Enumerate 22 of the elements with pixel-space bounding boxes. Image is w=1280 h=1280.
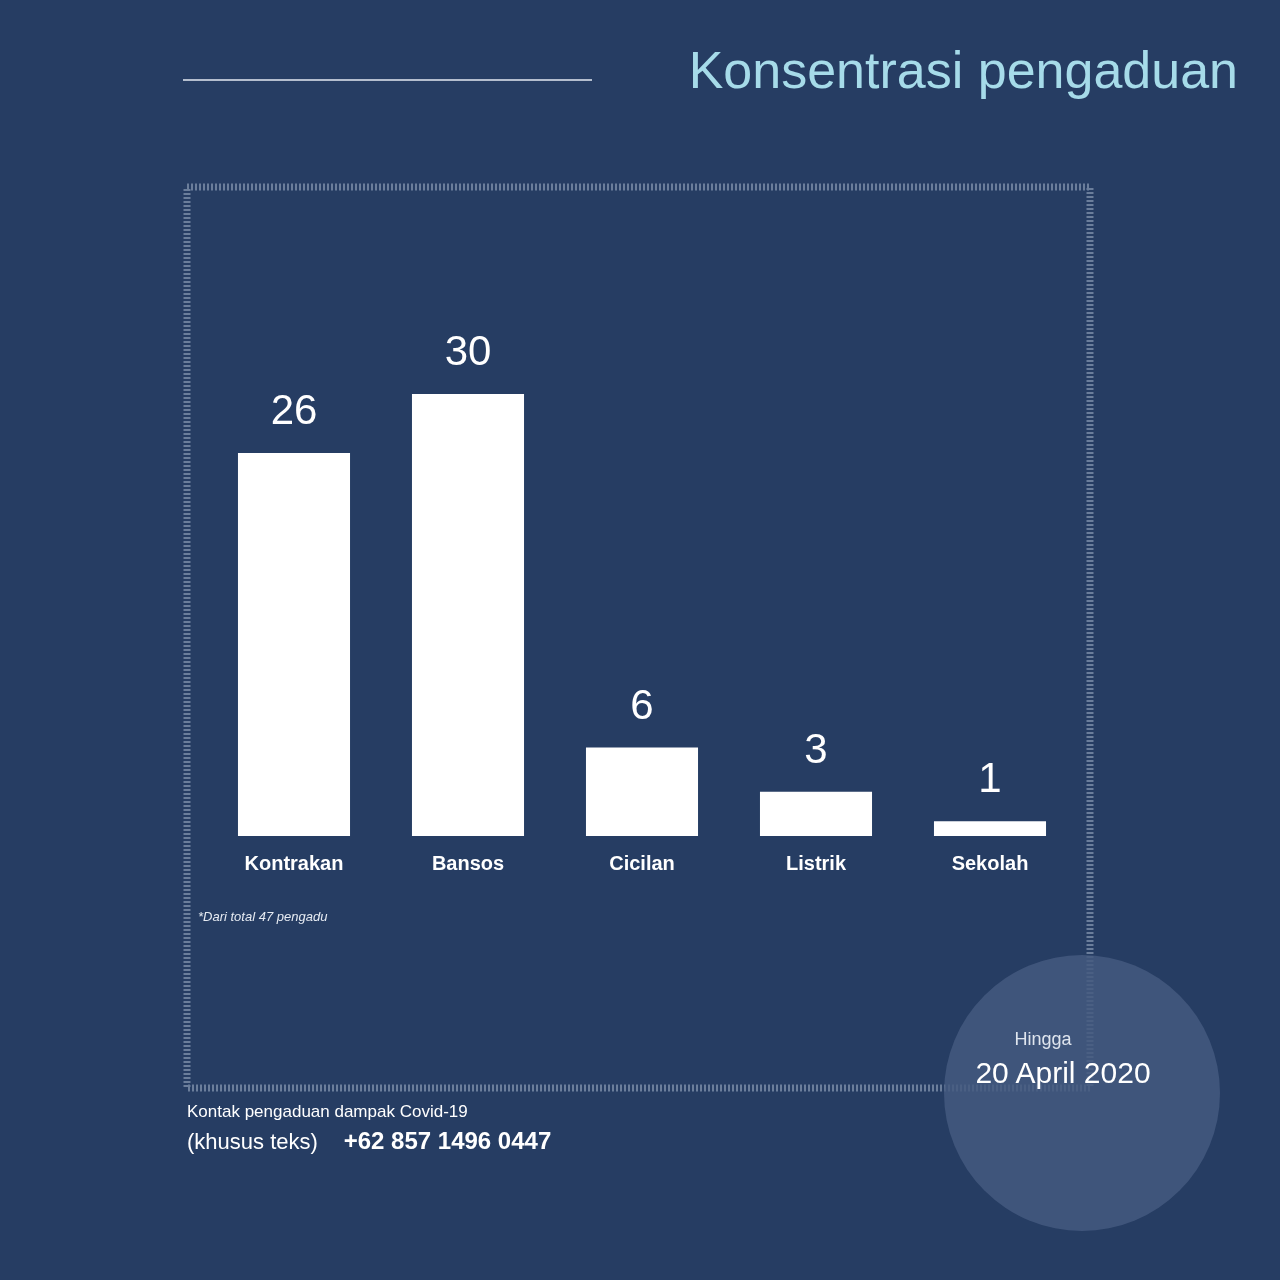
text: +62 857 1496 0447 <box>343 1127 552 1154</box>
text: Hingga <box>1014 1029 1073 1049</box>
data-label: 3 <box>804 724 828 772</box>
bar <box>411 394 525 836</box>
bar <box>759 791 873 836</box>
x-tick-label: Cicilan <box>609 851 675 874</box>
text: Kontak pengaduan dampak Covid-19 <box>187 1102 468 1121</box>
x-tick-label: Sekolah <box>951 851 1029 874</box>
data-label: 6 <box>630 680 654 728</box>
data-label: 30 <box>444 327 492 374</box>
chart-title: Konsentrasi pengaduan <box>688 41 1238 99</box>
text: 20 April 2020 <box>975 1056 1151 1089</box>
x-tick-label: Listrik <box>785 851 847 874</box>
data-label: 26 <box>270 385 318 433</box>
data-label: 1 <box>978 754 1002 802</box>
bar <box>933 821 1047 836</box>
x-tick-label: Bansos <box>431 851 505 874</box>
bar <box>585 747 699 836</box>
text: *Dari total 47 pengadu <box>198 909 328 924</box>
text: (khusus teks) <box>187 1129 318 1154</box>
x-tick-label: Kontrakan <box>244 851 344 874</box>
bar <box>237 452 351 836</box>
